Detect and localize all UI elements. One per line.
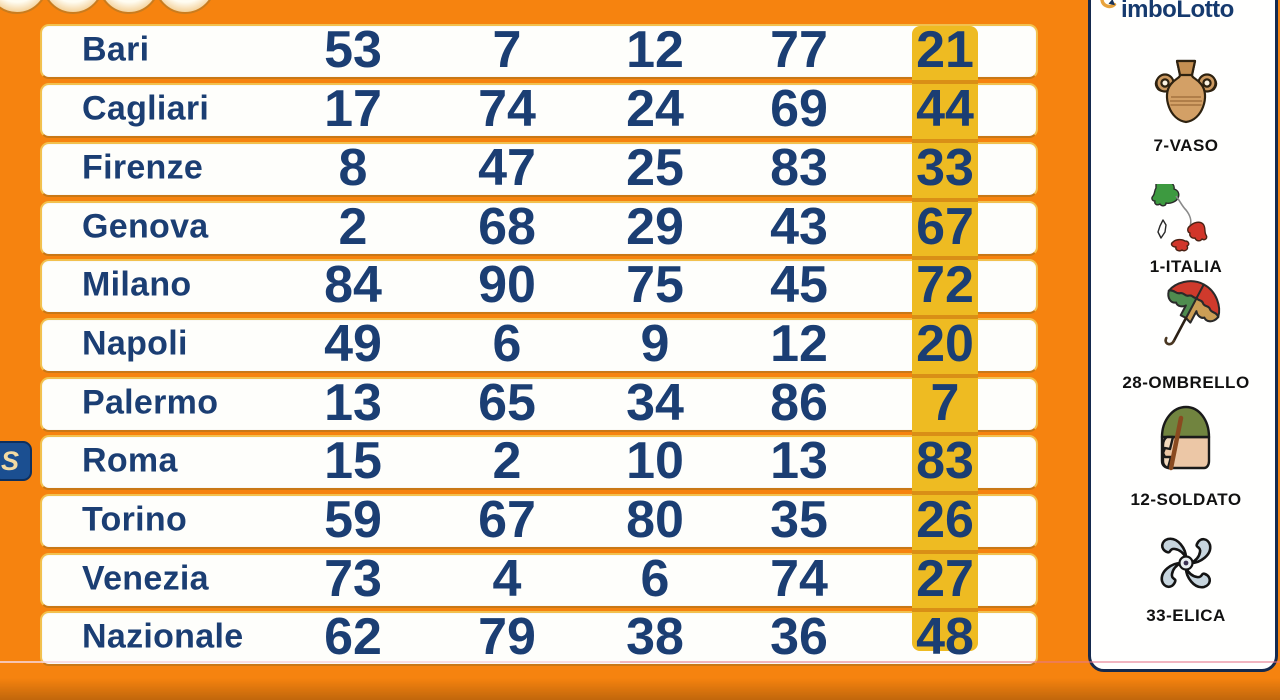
svg-text:S: S — [1, 446, 19, 476]
svg-text:imboLotto: imboLotto — [1121, 0, 1234, 23]
